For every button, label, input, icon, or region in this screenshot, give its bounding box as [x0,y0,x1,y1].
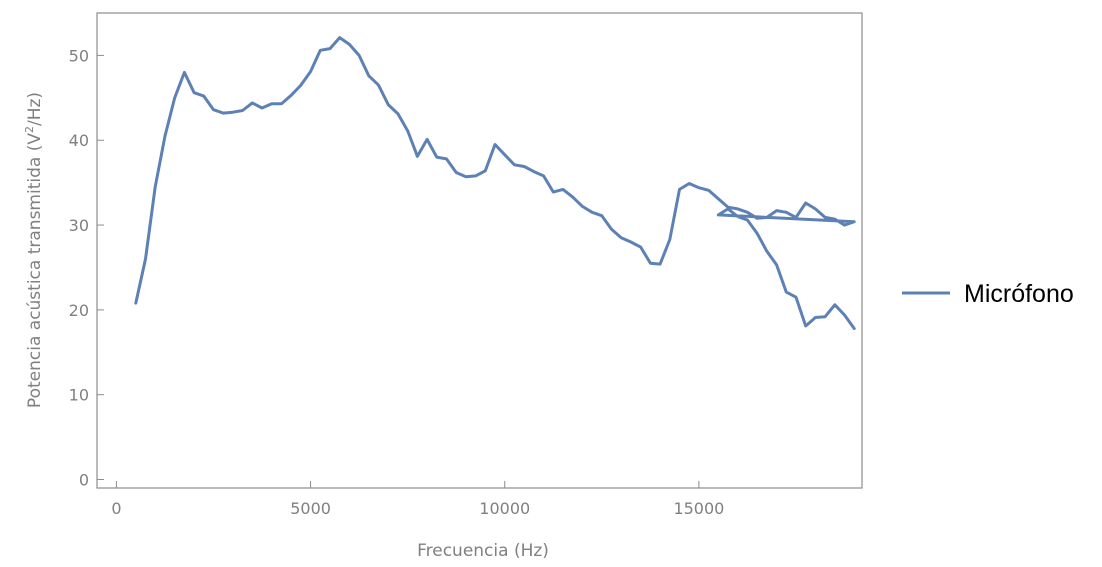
y-tick-label: 50 [69,46,89,65]
legend-label: Micrófono [964,280,1074,308]
legend: Micrófono [902,280,1074,308]
series-layer [134,36,856,330]
y-tick-label: 20 [69,301,89,320]
y-axis-title-after: /Hz) [25,92,45,126]
y-axis-title-sup: 2 [23,126,36,133]
x-axis-ticks: 0 5000 10000 15000 [111,481,724,518]
y-tick-label: 30 [69,216,89,235]
y-axis-ticks: 0 10 20 30 40 50 [69,46,104,490]
x-tick-label: 10000 [479,499,530,518]
y-axis-title: Potencia acústica transmitida (V2/Hz) [23,92,45,408]
y-tick-label: 0 [79,471,89,490]
y-tick-label: 40 [69,131,89,150]
x-axis-title: Frecuencia (Hz) [417,541,549,561]
x-tick-label: 15000 [673,499,724,518]
x-tick-label: 0 [111,499,121,518]
y-axis-title-before: Potencia acústica transmitida ( [25,145,45,408]
series-line [134,36,856,330]
y-axis-title-base: V [25,133,45,145]
x-tick-label: 5000 [290,499,331,518]
y-tick-label: 10 [69,386,89,405]
plot-frame [96,12,863,489]
